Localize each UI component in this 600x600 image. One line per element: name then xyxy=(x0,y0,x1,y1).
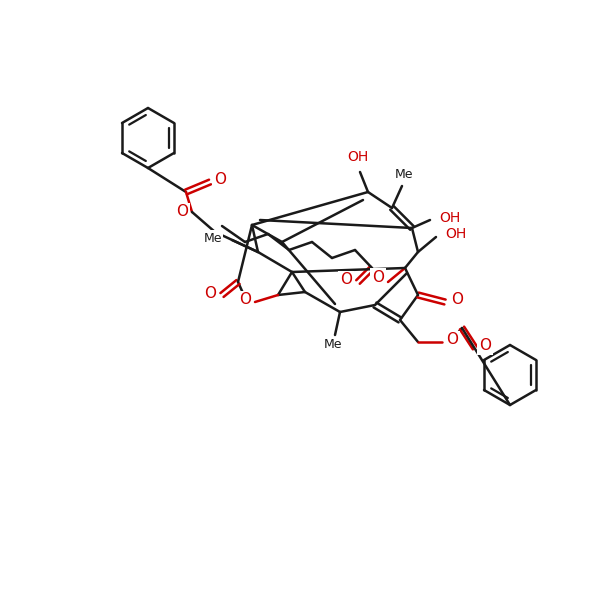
Text: O: O xyxy=(176,205,188,220)
Text: O: O xyxy=(214,173,226,187)
Text: O: O xyxy=(340,272,352,287)
Text: OH: OH xyxy=(347,150,368,164)
Text: O: O xyxy=(451,292,463,307)
Text: Me: Me xyxy=(395,167,413,181)
Text: O: O xyxy=(204,286,216,301)
Text: OH: OH xyxy=(439,211,461,225)
Text: O: O xyxy=(446,332,458,347)
Text: O: O xyxy=(479,338,491,353)
Text: Me: Me xyxy=(324,338,342,352)
Text: OH: OH xyxy=(445,227,467,241)
Text: O: O xyxy=(372,269,384,284)
Text: Me: Me xyxy=(203,232,222,245)
Text: O: O xyxy=(239,292,251,307)
